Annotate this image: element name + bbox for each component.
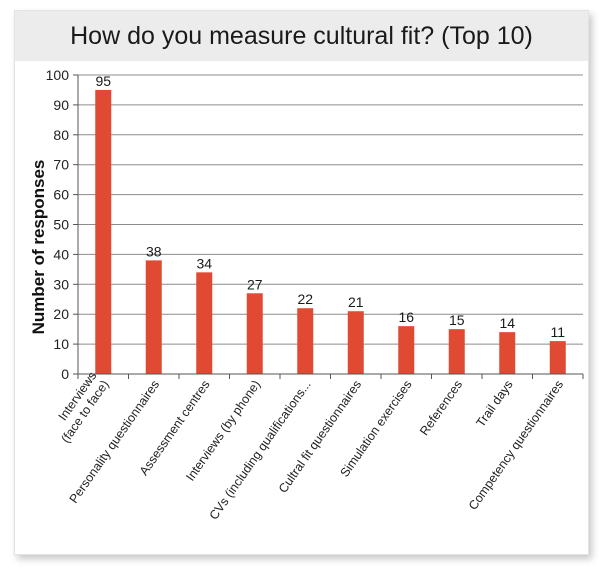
bar xyxy=(549,341,566,374)
y-tick-label: 70 xyxy=(53,157,69,173)
data-label: 14 xyxy=(499,315,515,331)
bar xyxy=(297,308,314,374)
y-tick-label: 0 xyxy=(61,366,69,382)
category-label-line: Competency questionnaires xyxy=(466,378,566,513)
y-tick-label: 60 xyxy=(53,187,69,203)
bar xyxy=(95,89,112,374)
y-tick-label: 100 xyxy=(46,67,70,83)
y-tick-label: 90 xyxy=(53,97,69,113)
axes: 0 10 20 30 40 50 60 70 80 90 100 xyxy=(46,67,584,382)
category-label: Interviews(face to face) xyxy=(46,369,112,445)
gridlines xyxy=(78,74,583,345)
bar xyxy=(196,272,213,374)
data-label: 95 xyxy=(95,73,111,89)
data-label: 16 xyxy=(398,309,414,325)
data-label: 22 xyxy=(297,291,313,307)
chart-title: How do you measure cultural fit? (Top 10… xyxy=(70,21,533,50)
data-label: 27 xyxy=(247,276,263,292)
bar xyxy=(448,329,465,374)
chart-title-bar: How do you measure cultural fit? (Top 10… xyxy=(15,11,588,61)
bar xyxy=(145,260,162,374)
y-tick-label: 20 xyxy=(53,306,69,322)
bar xyxy=(347,311,364,374)
data-label: 11 xyxy=(550,324,565,340)
bar-chart: 0 10 20 30 40 50 60 70 80 90 100 95 Interviews(face… xyxy=(29,67,584,523)
data-label: 21 xyxy=(348,294,364,310)
bar xyxy=(499,332,516,374)
y-tick-label: 80 xyxy=(53,127,69,143)
category-label: References xyxy=(417,378,465,438)
category-label-line: References xyxy=(417,378,465,438)
y-tick-label: 40 xyxy=(53,246,69,262)
y-tick-label: 30 xyxy=(53,276,69,292)
category-label: Competency questionnaires xyxy=(466,378,566,513)
category-label: Trail days xyxy=(473,378,515,430)
y-tick-label: 50 xyxy=(53,217,69,233)
y-axis-title: Number of responses xyxy=(29,160,48,335)
data-label: 15 xyxy=(449,312,465,328)
chart-card: How do you measure cultural fit? (Top 10… xyxy=(14,10,589,555)
category-label-line: Trail days xyxy=(473,378,515,430)
bar xyxy=(398,326,415,374)
category-label: CVs (including qualifications... xyxy=(207,378,314,523)
data-label: 38 xyxy=(146,243,162,259)
y-tick-label: 10 xyxy=(53,336,69,352)
bar xyxy=(246,293,263,374)
bars xyxy=(95,89,566,374)
data-label: 34 xyxy=(196,255,212,271)
category-label-line: CVs (including qualifications... xyxy=(207,378,314,523)
